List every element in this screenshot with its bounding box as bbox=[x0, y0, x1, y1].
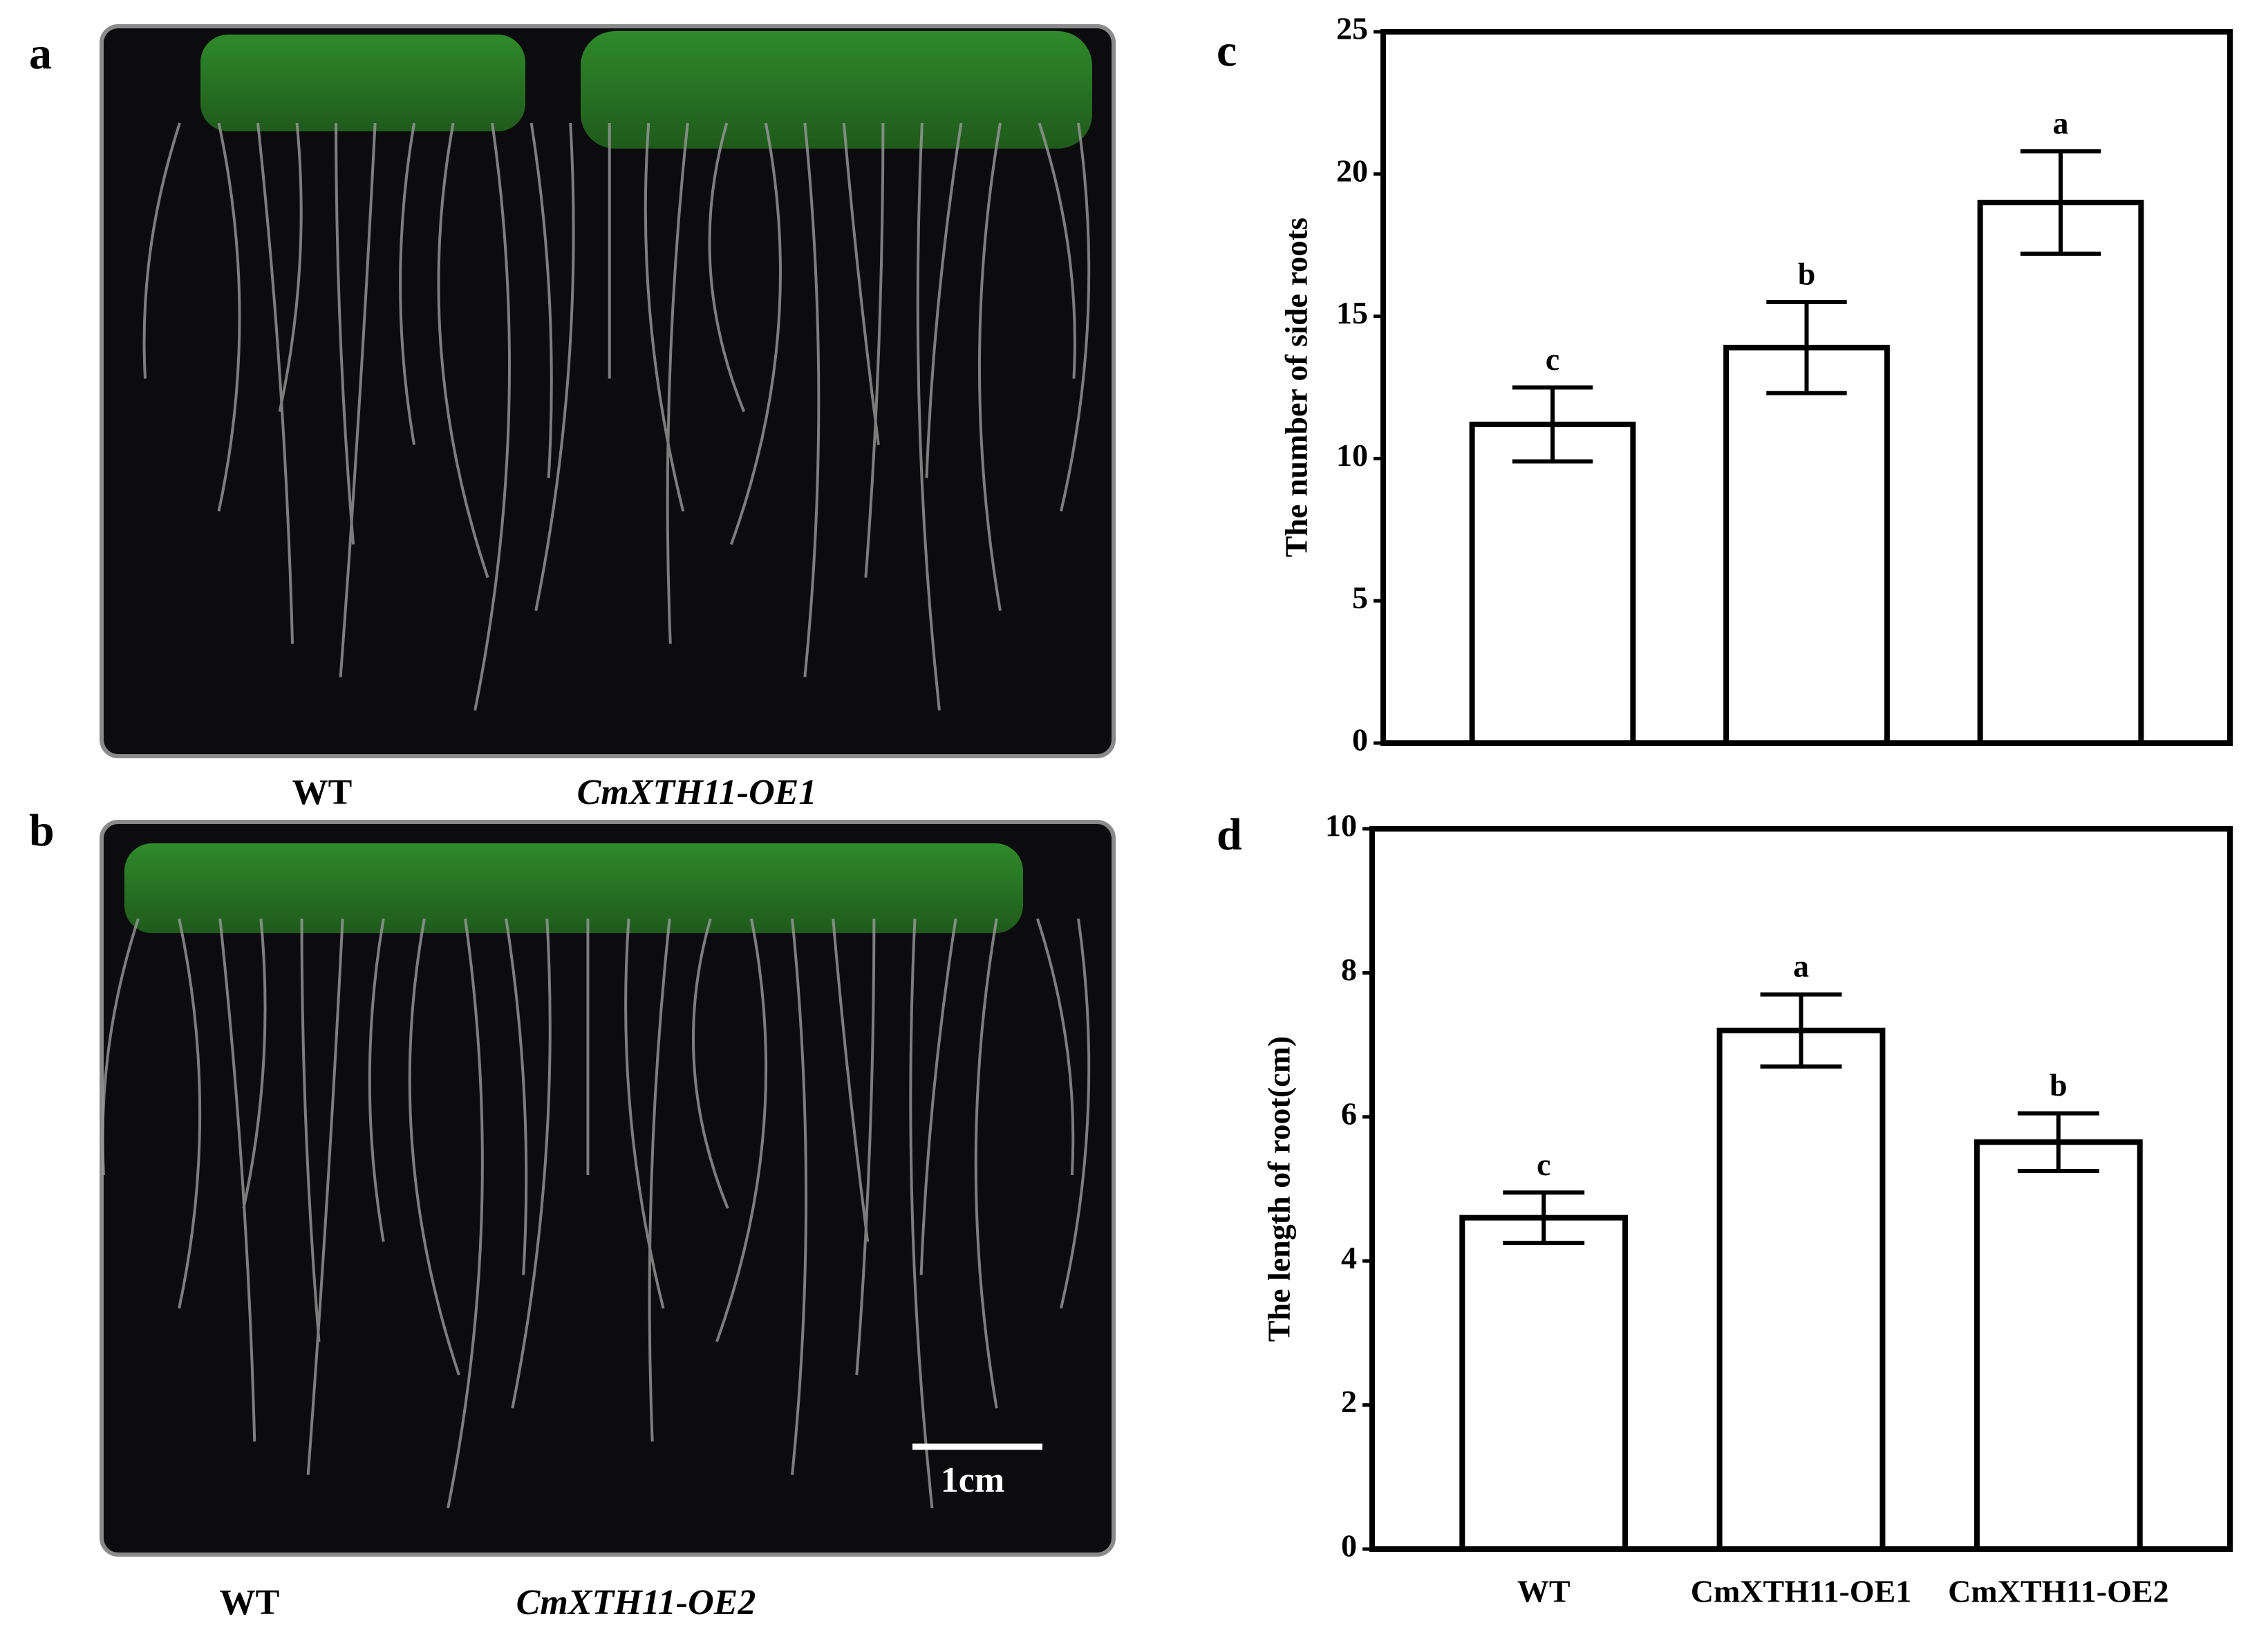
root bbox=[474, 122, 511, 711]
scale-bar-label: 1cm bbox=[941, 1461, 1004, 1500]
y-axis-label: The number of side roots bbox=[1279, 218, 1314, 558]
root bbox=[1060, 918, 1091, 1309]
panel-label: d bbox=[1217, 809, 1242, 860]
bar bbox=[1459, 1214, 1629, 1553]
root bbox=[101, 918, 140, 1176]
error-bar bbox=[1766, 300, 1847, 395]
caption: WT bbox=[292, 773, 353, 812]
x-tick-label: WT bbox=[1517, 1574, 1571, 1609]
significance-letter: a bbox=[1793, 948, 1809, 984]
roots bbox=[101, 122, 1091, 1509]
root bbox=[855, 918, 876, 1376]
y-tick-label: 10 bbox=[1336, 438, 1368, 473]
root bbox=[335, 122, 355, 545]
plot-frame bbox=[1369, 826, 2233, 1552]
y-tick-label: 6 bbox=[1341, 1096, 1357, 1131]
root bbox=[1038, 122, 1076, 379]
x-tick-label: CmXTH11-OE2 bbox=[1948, 1574, 2168, 1609]
y-tick-label: 25 bbox=[1336, 11, 1368, 46]
root bbox=[217, 122, 241, 512]
root bbox=[534, 122, 575, 611]
y-tick-label: 10 bbox=[1325, 808, 1357, 843]
bar bbox=[1977, 199, 2144, 746]
root bbox=[178, 918, 202, 1309]
significance-letter: b bbox=[1798, 256, 1816, 292]
root bbox=[832, 918, 870, 1242]
y-tick-label: 8 bbox=[1341, 952, 1357, 987]
error-bar bbox=[2017, 1111, 2099, 1173]
error-bar bbox=[1503, 1190, 1585, 1246]
bar bbox=[1974, 1139, 2143, 1552]
panel-label: a bbox=[29, 28, 52, 79]
panel-label: b bbox=[29, 805, 55, 856]
bar bbox=[1723, 344, 1890, 747]
y-tick-label: 20 bbox=[1336, 153, 1368, 188]
root bbox=[278, 122, 303, 413]
root bbox=[791, 918, 808, 1475]
root bbox=[505, 918, 528, 1275]
photo-a bbox=[100, 24, 1116, 758]
root bbox=[909, 918, 934, 1509]
y-tick-label: 0 bbox=[1341, 1528, 1357, 1564]
root bbox=[919, 918, 957, 1275]
bar bbox=[1469, 422, 1636, 746]
caption: WT bbox=[220, 1583, 280, 1622]
error-bar bbox=[2020, 149, 2101, 256]
root bbox=[339, 122, 377, 677]
root bbox=[974, 918, 998, 1409]
root bbox=[399, 122, 416, 445]
root bbox=[1060, 122, 1091, 512]
panel-label: c bbox=[1217, 26, 1237, 76]
root bbox=[925, 122, 963, 478]
y-axis-label: The length of root(cm) bbox=[1262, 1036, 1297, 1342]
root bbox=[666, 122, 689, 644]
root bbox=[437, 122, 489, 579]
x-tick-label: CmXTH11-OE1 bbox=[1691, 1574, 1911, 1609]
caption: CmXTH11-OE1 bbox=[577, 773, 817, 812]
bar bbox=[1716, 1027, 1886, 1552]
photo-b bbox=[100, 820, 1116, 1557]
error-bar bbox=[1512, 385, 1593, 464]
root bbox=[729, 122, 782, 545]
root bbox=[511, 918, 552, 1409]
root bbox=[916, 122, 941, 711]
root bbox=[408, 918, 460, 1376]
root bbox=[803, 122, 821, 677]
root bbox=[715, 918, 768, 1342]
caption: CmXTH11-OE2 bbox=[516, 1583, 756, 1622]
significance-letter: c bbox=[1546, 341, 1559, 377]
root bbox=[864, 122, 885, 578]
root bbox=[708, 122, 746, 413]
y-tick-label: 0 bbox=[1352, 722, 1368, 758]
root bbox=[368, 918, 385, 1242]
root bbox=[1035, 918, 1075, 1176]
error-bar bbox=[1760, 992, 1842, 1069]
root bbox=[300, 918, 321, 1342]
root bbox=[648, 918, 671, 1442]
root bbox=[256, 122, 294, 644]
root bbox=[306, 918, 344, 1475]
root bbox=[842, 122, 880, 445]
significance-letter: c bbox=[1537, 1147, 1550, 1182]
significance-letter: b bbox=[2050, 1067, 2068, 1103]
significance-letter: a bbox=[2053, 105, 2069, 140]
root bbox=[529, 122, 553, 478]
plot-frame bbox=[1380, 29, 2233, 746]
y-tick-label: 4 bbox=[1341, 1240, 1357, 1275]
root bbox=[142, 122, 181, 379]
y-tick-label: 2 bbox=[1341, 1384, 1357, 1419]
root bbox=[218, 918, 256, 1442]
root bbox=[447, 918, 484, 1509]
root bbox=[978, 122, 1002, 611]
y-tick-label: 15 bbox=[1336, 295, 1368, 330]
root bbox=[692, 918, 729, 1209]
y-tick-label: 5 bbox=[1352, 580, 1368, 615]
root bbox=[242, 918, 267, 1209]
root bbox=[644, 122, 685, 512]
